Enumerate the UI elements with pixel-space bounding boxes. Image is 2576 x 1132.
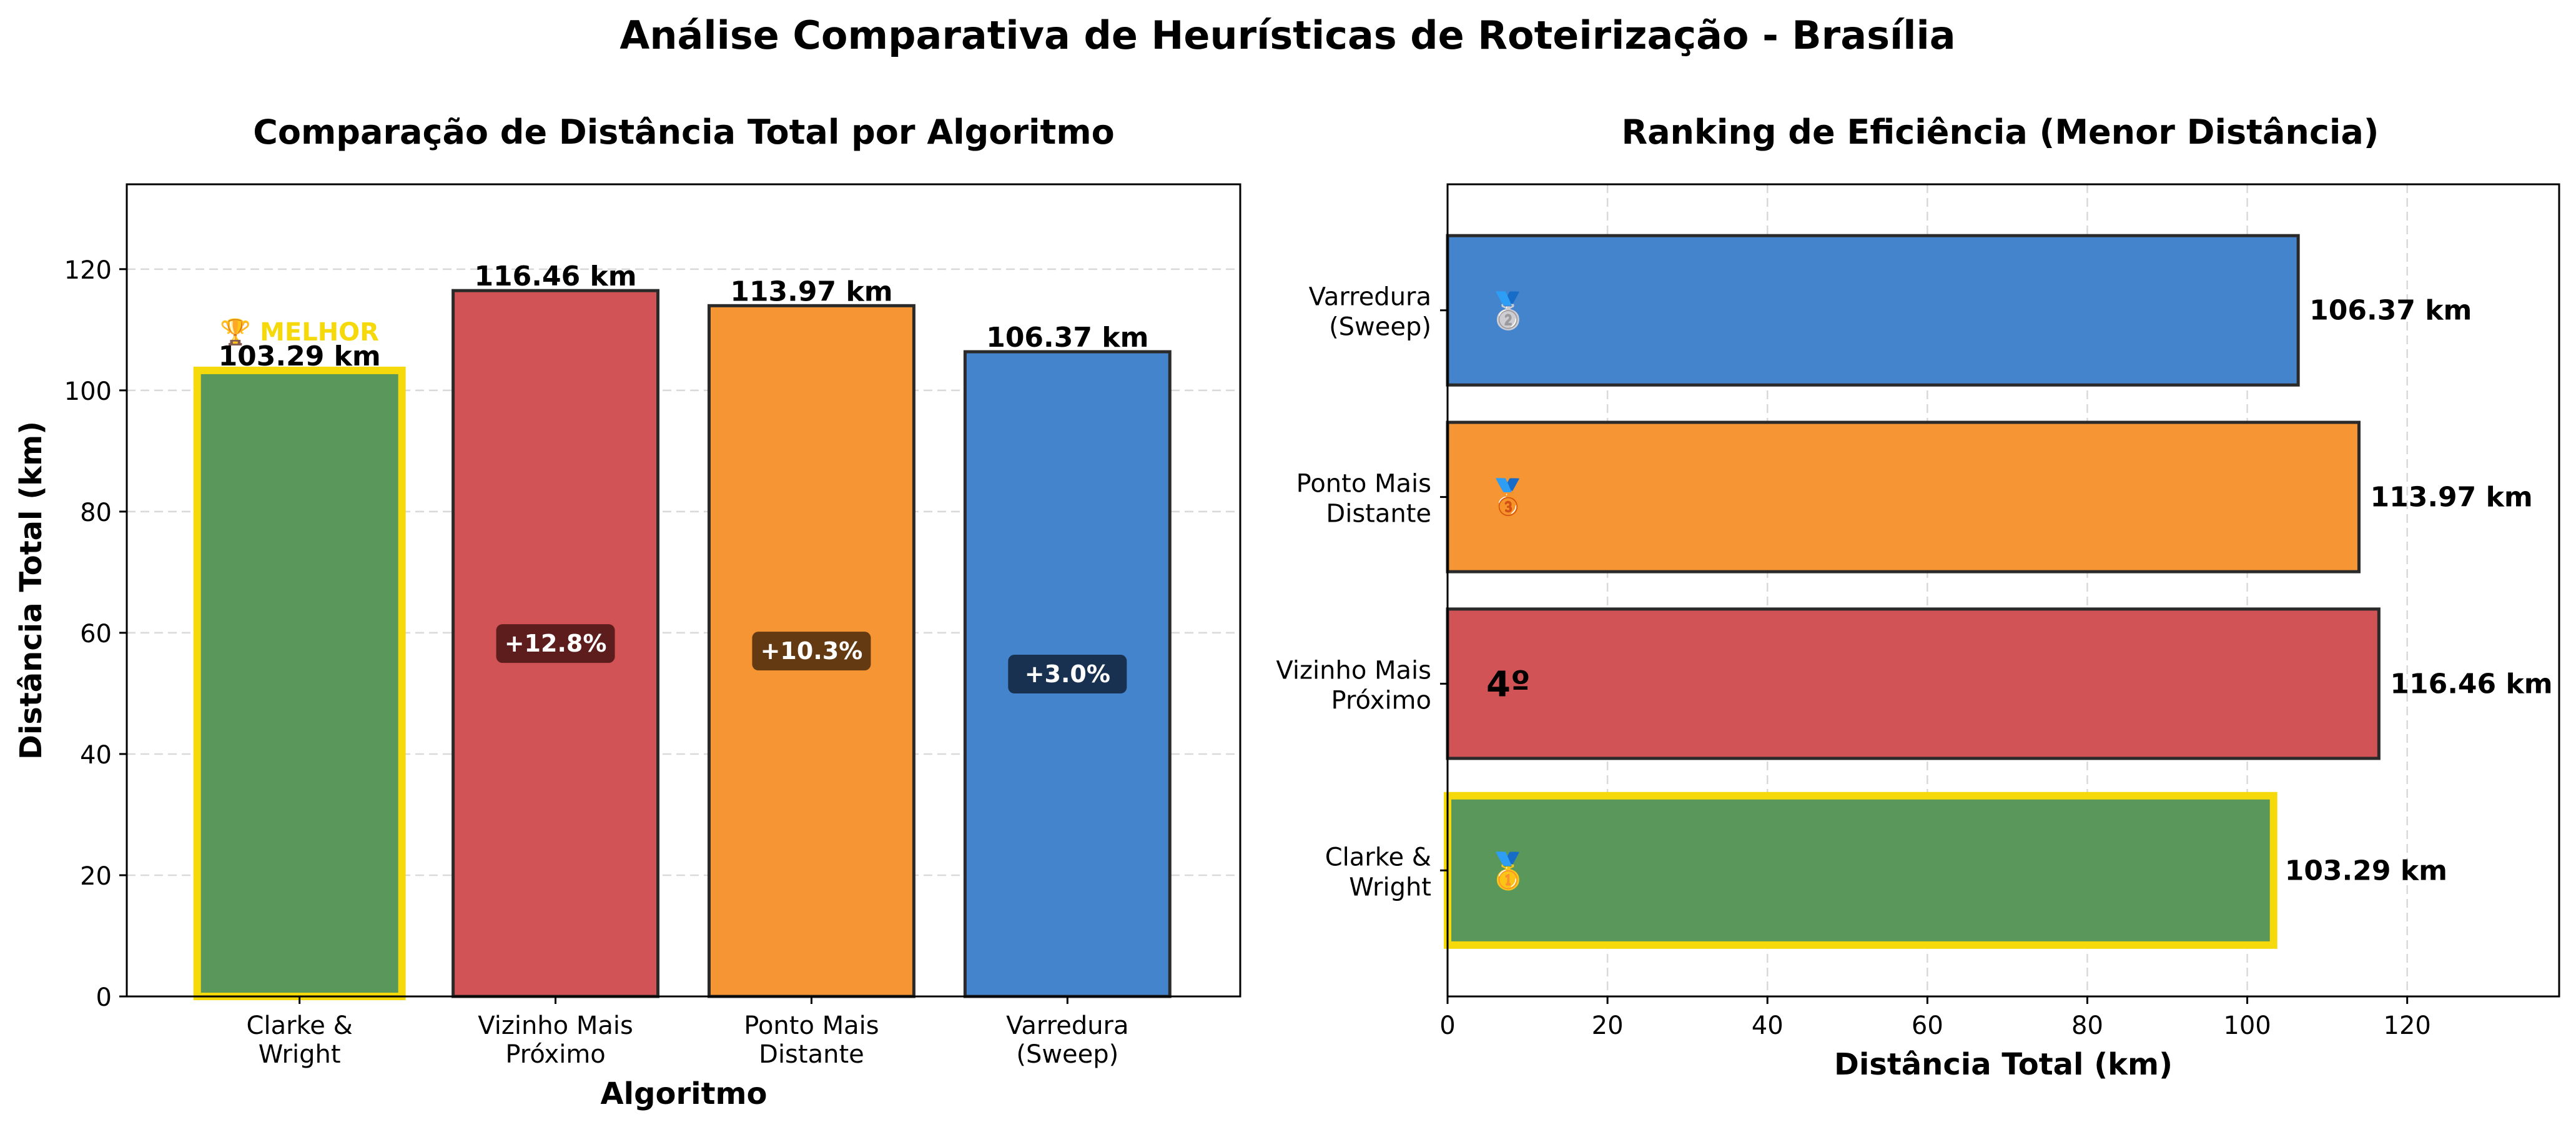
left-bars [193,289,1172,1000]
left-pct-label: +3.0% [1025,660,1110,688]
right-rank-label: 4º [1486,664,1531,705]
right-x-tick-label: 100 [2223,1011,2271,1040]
left-x-tick-label: Varredura (Sweep) [1006,1011,1128,1069]
left-pct-badge [752,632,871,671]
left-y-axis-label: Distância Total (km) [14,421,49,760]
right-y-tick-label: Varredura (Sweep) [1309,283,1431,342]
left-bar-value-label: 106.37 km [986,322,1148,354]
right-x-tick-label: 40 [1752,1011,1784,1040]
left-y-tick-label: 100 [64,377,112,406]
left-y-tick-label: 40 [80,741,112,770]
right-x-tick-label: 80 [2071,1011,2103,1040]
right-y-tick-label: Vizinho Mais Próximo [1276,656,1431,715]
left-y-tick-label: 60 [80,620,112,648]
right-bar-value-label: 106.37 km [2309,295,2472,327]
left-y-ticks: 0 20 40 60 80 100 120 [64,256,127,1012]
right-bars [1444,234,2381,949]
right-x-ticks: 0 20 40 60 80 100 120 [1439,996,2431,1040]
best-label: 🏆 MELHOR [220,317,379,347]
right-rank-label: 🥉 [1486,478,1530,519]
left-bar-value-label: 113.97 km [730,276,892,307]
right-y-tick-label: Ponto Mais Distante [1296,470,1431,529]
right-y-ticks: Clarke & Wright Vizinho Mais Próximo Ponto M… [1276,283,1448,901]
right-rank-label: 🥇 [1486,851,1530,891]
right-bar [1446,420,2361,573]
left-bar [193,366,406,1000]
right-bar [1444,792,2277,949]
left-pct-badge [1008,655,1127,694]
left-x-tick-label: Clarke & Wright [247,1011,353,1069]
right-bar [1446,607,2381,760]
left-bar-value-label: 103.29 km [219,340,381,372]
right-x-tick-label: 60 [1912,1011,1943,1040]
right-bar-value-label: 103.29 km [2285,855,2447,886]
right-chart-title: Ranking de Eficiência (Menor Distância) [1622,112,2379,152]
right-bar-value-label: 116.46 km [2390,668,2552,700]
right-x-axis-label: Distância Total (km) [1834,1047,2173,1082]
left-x-tick-label: Vizinho Mais Próximo [478,1011,633,1069]
right-bar [1446,234,2300,387]
left-annotations: 103.29 km🏆 MELHOR 116.46 km +12.8% 113.97 k… [219,261,1148,694]
left-x-axis-label: Algoritmo [601,1076,767,1111]
left-bar-chart: Comparação de Distância Total por Algori… [14,112,1241,1111]
left-bar-value-label: 116.46 km [474,261,636,292]
right-bar-value-label: 113.97 km [2370,482,2532,514]
right-plot-frame [1446,183,2560,998]
left-plot-frame [126,183,1241,998]
right-x-tick-label: 0 [1439,1011,1455,1040]
figure-title: Análise Comparativa de Heurísticas de Ro… [619,12,1955,58]
right-ranking-chart: Ranking de Eficiência (Menor Distância) … [1276,112,2560,1082]
left-x-ticks: Clarke & Wright Vizinho Mais Próximo Ponto M… [247,996,1129,1069]
left-y-tick-label: 80 [80,499,112,527]
left-pct-badge [496,624,615,663]
right-annotations: 103.29 km 🥇 116.46 km 4º 113.97 km 🥉 106.37 km… [1486,291,2553,892]
left-y-tick-label: 20 [80,862,112,891]
right-x-tick-label: 20 [1592,1011,1624,1040]
left-pct-label: +12.8% [505,630,607,657]
right-y-tick-label: Clarke & Wright [1325,843,1431,901]
left-chart-title: Comparação de Distância Total por Algori… [253,112,1114,152]
right-rank-label: 🥈 [1486,291,1530,332]
left-x-tick-label: Ponto Mais Distante [744,1011,879,1069]
left-y-tick-label: 120 [64,256,112,285]
left-y-tick-label: 0 [96,983,112,1012]
right-x-tick-label: 120 [2384,1011,2431,1040]
left-pct-label: +10.3% [761,637,863,665]
